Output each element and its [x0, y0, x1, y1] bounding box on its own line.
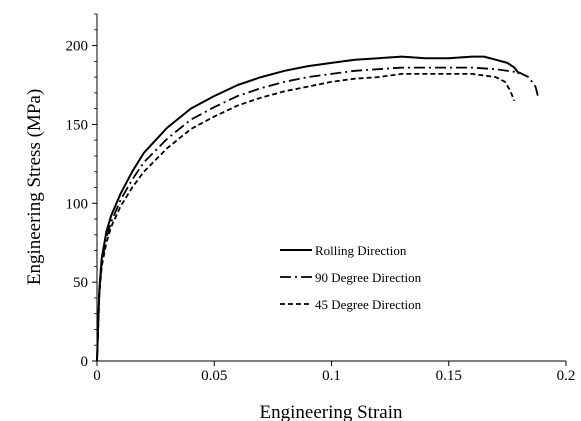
series-layer [96, 55, 539, 362]
legend-label-2: 90 Degree Direction [315, 270, 422, 285]
x-tick-label: 0.2 [557, 368, 576, 384]
y-tick-label: 200 [66, 39, 89, 55]
series-line-2 [96, 66, 539, 362]
legend-label-1: Rolling Direction [315, 243, 407, 258]
x-tick-label: 0.05 [201, 368, 227, 384]
y-tick-label: 50 [73, 275, 88, 291]
x-tick-label: 0.15 [436, 368, 462, 384]
y-tick-label: 0 [81, 354, 89, 370]
series-line-3 [96, 73, 516, 362]
legend: Rolling Direction 90 Degree Direction 45 D… [280, 243, 422, 312]
x-axis-ticks: 0 0.05 0.1 0.15 0.2 [93, 361, 575, 384]
y-tick-label: 150 [66, 117, 89, 133]
x-tick-label: 0 [93, 368, 101, 384]
x-tick-label: 0.1 [322, 368, 341, 384]
y-tick-label: 100 [66, 196, 89, 212]
y-axis-ticks: 0 50 100 150 200 [66, 13, 97, 370]
x-axis-label: Engineering Strain [260, 402, 403, 421]
series-line-1 [96, 55, 520, 362]
legend-label-3: 45 Degree Direction [315, 297, 422, 312]
y-axis-label: Engineering Stress (MPa) [24, 89, 45, 285]
